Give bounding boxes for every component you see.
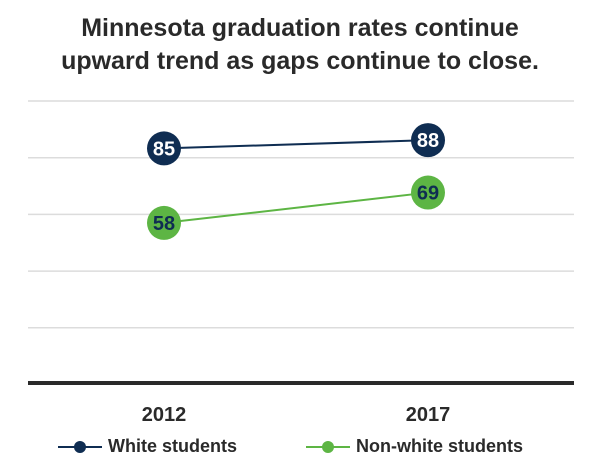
x-tick-label: 2012 — [142, 404, 187, 426]
data-label: 85 — [153, 138, 175, 160]
data-label: 69 — [417, 183, 439, 205]
legend-item-nonwhite-students: Non-white students — [306, 436, 523, 457]
chart-title-line-2: upward trend as gaps continue to close. — [61, 47, 539, 75]
data-label: 58 — [153, 213, 175, 235]
chart-title: Minnesota graduation rates continue upwa… — [0, 12, 600, 78]
legend-label-nonwhite: Non-white students — [356, 436, 523, 456]
legend-swatch-white — [58, 438, 102, 456]
data-label: 88 — [417, 130, 439, 152]
x-tick-label: 2017 — [406, 404, 451, 426]
series-line — [163, 191, 429, 224]
legend-label-white: White students — [108, 436, 237, 456]
data-point — [411, 123, 445, 158]
data-point — [411, 175, 445, 210]
legend-swatch-nonwhite — [306, 438, 350, 456]
legend-item-white-students: White students — [58, 436, 237, 457]
series-line — [163, 139, 429, 150]
data-point — [147, 205, 181, 240]
data-point — [147, 131, 181, 166]
chart-title-line-1: Minnesota graduation rates continue — [81, 14, 519, 42]
